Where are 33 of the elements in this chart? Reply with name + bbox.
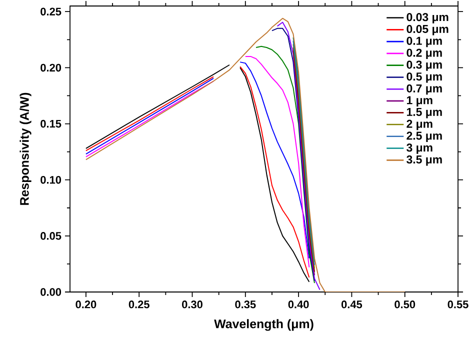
x-tick-label: 0.45 [341,300,362,308]
y-tick-label: 0.20 [40,64,62,72]
line-series [256,46,315,284]
x-tick-label: 0.50 [394,300,416,308]
legend-label: 0.7 μm [406,84,442,95]
legend-label: 0.5 μm [406,72,442,83]
x-tick-label: 0.20 [76,300,96,308]
legend-label: 3 μm [406,144,432,154]
x-tick-label: 0.40 [288,300,309,308]
legend-label: 0.05 μm [406,24,448,36]
line-series [276,22,320,290]
y-axis-title: Responsivity (A/W) [20,92,32,205]
legend-label: 3.5 μm [406,155,442,166]
x-axis-title: Wavelength (μm) [214,319,314,331]
y-tick-label: 0.10 [40,176,62,184]
legend-label: 0.3 μm [406,60,442,71]
line-series [271,28,315,282]
x-tick-label: 0.25 [128,300,150,308]
x-tick-label: 0.35 [235,300,256,308]
y-tick-label: 0.00 [40,288,62,296]
legend-label: 1 μm [406,96,432,106]
y-tick-label: 0.15 [40,120,62,128]
legend-label: 1.5 μm [406,108,442,118]
y-tick-label: 0.05 [40,232,62,240]
y-tick-label: 0.25 [40,8,62,16]
legend-label: 2 μm [406,120,432,130]
legend-label: 2.5 μm [406,132,442,142]
x-tick-label: 0.55 [448,300,468,308]
x-tick-label: 0.30 [182,300,202,308]
legend-label: 0.1 μm [406,36,442,48]
line-series [85,18,406,292]
legend-label: 0.03 μm [406,13,448,24]
legend-label: 0.2 μm [406,48,442,60]
